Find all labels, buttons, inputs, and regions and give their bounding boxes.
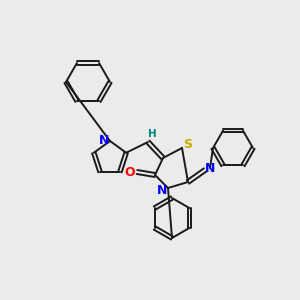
Text: N: N: [205, 161, 215, 175]
Text: H: H: [148, 129, 156, 139]
Text: N: N: [157, 184, 167, 196]
Text: S: S: [184, 137, 193, 151]
Text: O: O: [125, 166, 135, 178]
Text: N: N: [99, 134, 109, 148]
